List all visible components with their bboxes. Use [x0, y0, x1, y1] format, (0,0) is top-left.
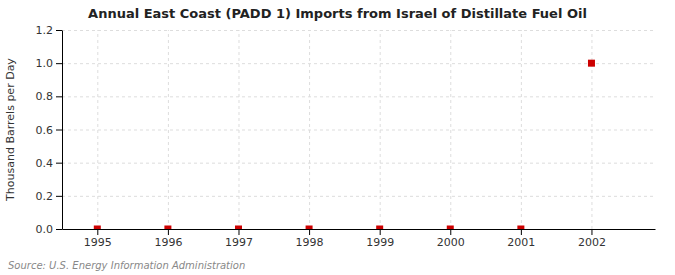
y-tick-label: 1.2	[36, 24, 54, 37]
x-tick-mark	[521, 229, 522, 235]
plot: 199519961997199819992000200120020.00.20.…	[36, 24, 656, 249]
x-tick-mark	[450, 229, 451, 235]
y-tick-label: 0.8	[36, 90, 54, 103]
grid-tick	[97, 30, 98, 229]
grid-line	[309, 30, 310, 229]
y-axis: 0.0 0.2 0.4 0.6 0.8 1.0 1.2	[36, 24, 63, 236]
point	[447, 226, 454, 230]
x-tick-label: 1998	[296, 236, 324, 249]
point	[235, 226, 242, 230]
x-axis: 1995 1996 1997 1998 1999 2000 2001 2002	[63, 229, 656, 249]
x-tick: 2001	[507, 229, 535, 249]
x-tick: 1996	[154, 229, 182, 249]
x-tick-mark	[309, 229, 310, 235]
x-tick-label: 2002	[578, 236, 606, 249]
y-tick-mark	[56, 63, 62, 64]
x-tick-label: 1997	[225, 236, 253, 249]
y-tick-label: 0.6	[36, 124, 54, 137]
point	[94, 226, 101, 230]
y-tick-mark	[56, 163, 62, 164]
grid-line	[97, 30, 98, 229]
grid-tick	[450, 30, 451, 229]
x-tick-mark	[168, 229, 169, 235]
title: Annual East Coast (PADD 1) Imports from …	[88, 6, 587, 21]
y-tick: 1.2	[36, 24, 63, 37]
x-tick-mark	[238, 229, 239, 235]
grid-tick	[62, 130, 655, 131]
grid-line	[62, 96, 655, 97]
y-tick: 0.8	[36, 90, 63, 103]
grid-line	[62, 63, 655, 64]
y-axis-title: Thousand Barrels per Day	[4, 58, 17, 202]
point	[164, 226, 171, 230]
x-tick-label: 1995	[84, 236, 112, 249]
y-tick-label: 0.0	[36, 223, 54, 236]
grid-line	[168, 30, 169, 229]
grid-line	[62, 229, 655, 230]
point	[517, 226, 524, 230]
x-tick: 1998	[296, 229, 324, 249]
y-tick-mark	[56, 196, 62, 197]
grid-line	[62, 196, 655, 197]
grid-tick	[62, 163, 655, 164]
points	[94, 60, 595, 229]
y-tick: 0.0	[36, 223, 63, 236]
x-tick: 2002	[578, 229, 606, 249]
x-tick-label: 2001	[507, 236, 535, 249]
grid-tick	[380, 30, 381, 229]
y-tick-mark	[56, 30, 62, 31]
grid-line	[62, 130, 655, 131]
grid-line	[521, 30, 522, 229]
x-tick: 1997	[225, 229, 253, 249]
x-tick-mark	[97, 229, 98, 235]
x-tick-mark	[591, 229, 592, 235]
y-grid	[62, 31, 655, 230]
grid-tick	[309, 30, 310, 229]
y-tick: 1.0	[36, 57, 63, 70]
grid-tick	[168, 30, 169, 229]
point	[306, 226, 313, 230]
grid-line	[62, 163, 655, 164]
point	[376, 226, 383, 230]
y-tick-mark	[56, 130, 62, 131]
x-tick-label: 1999	[366, 236, 394, 249]
x-tick-label: 2000	[437, 236, 465, 249]
grid-line	[450, 30, 451, 229]
grid-tick	[62, 229, 655, 230]
grid-tick	[62, 96, 655, 97]
x-tick-label: 1996	[154, 236, 182, 249]
x-tick-mark	[380, 229, 381, 235]
grid-line	[380, 30, 381, 229]
x-tick: 1995	[84, 229, 112, 249]
y-tick-label: 1.0	[36, 57, 54, 70]
grid-tick	[521, 30, 522, 229]
grid-tick	[62, 63, 655, 64]
source-note: Source: U.S. Energy Information Administ…	[8, 260, 245, 271]
x-tick: 2000	[437, 229, 465, 249]
point	[588, 60, 595, 67]
y-tick-label: 0.2	[36, 190, 54, 203]
grid-line	[62, 30, 655, 31]
x-grid	[98, 30, 592, 229]
y-axis-line	[62, 31, 63, 230]
grid-tick	[62, 30, 655, 31]
grid-tick	[238, 30, 239, 229]
y-tick: 0.6	[36, 124, 63, 137]
y-tick-mark	[56, 229, 62, 230]
x-tick: 1999	[366, 229, 394, 249]
y-tick-mark	[56, 96, 62, 97]
y-tick-label: 0.4	[36, 157, 54, 170]
x-axis-line	[63, 229, 656, 230]
y-tick: 0.4	[36, 157, 63, 170]
chart: 199519961997199819992000200120020.00.20.…	[0, 0, 675, 275]
grid-tick	[62, 196, 655, 197]
grid-line	[238, 30, 239, 229]
y-tick: 0.2	[36, 190, 63, 203]
